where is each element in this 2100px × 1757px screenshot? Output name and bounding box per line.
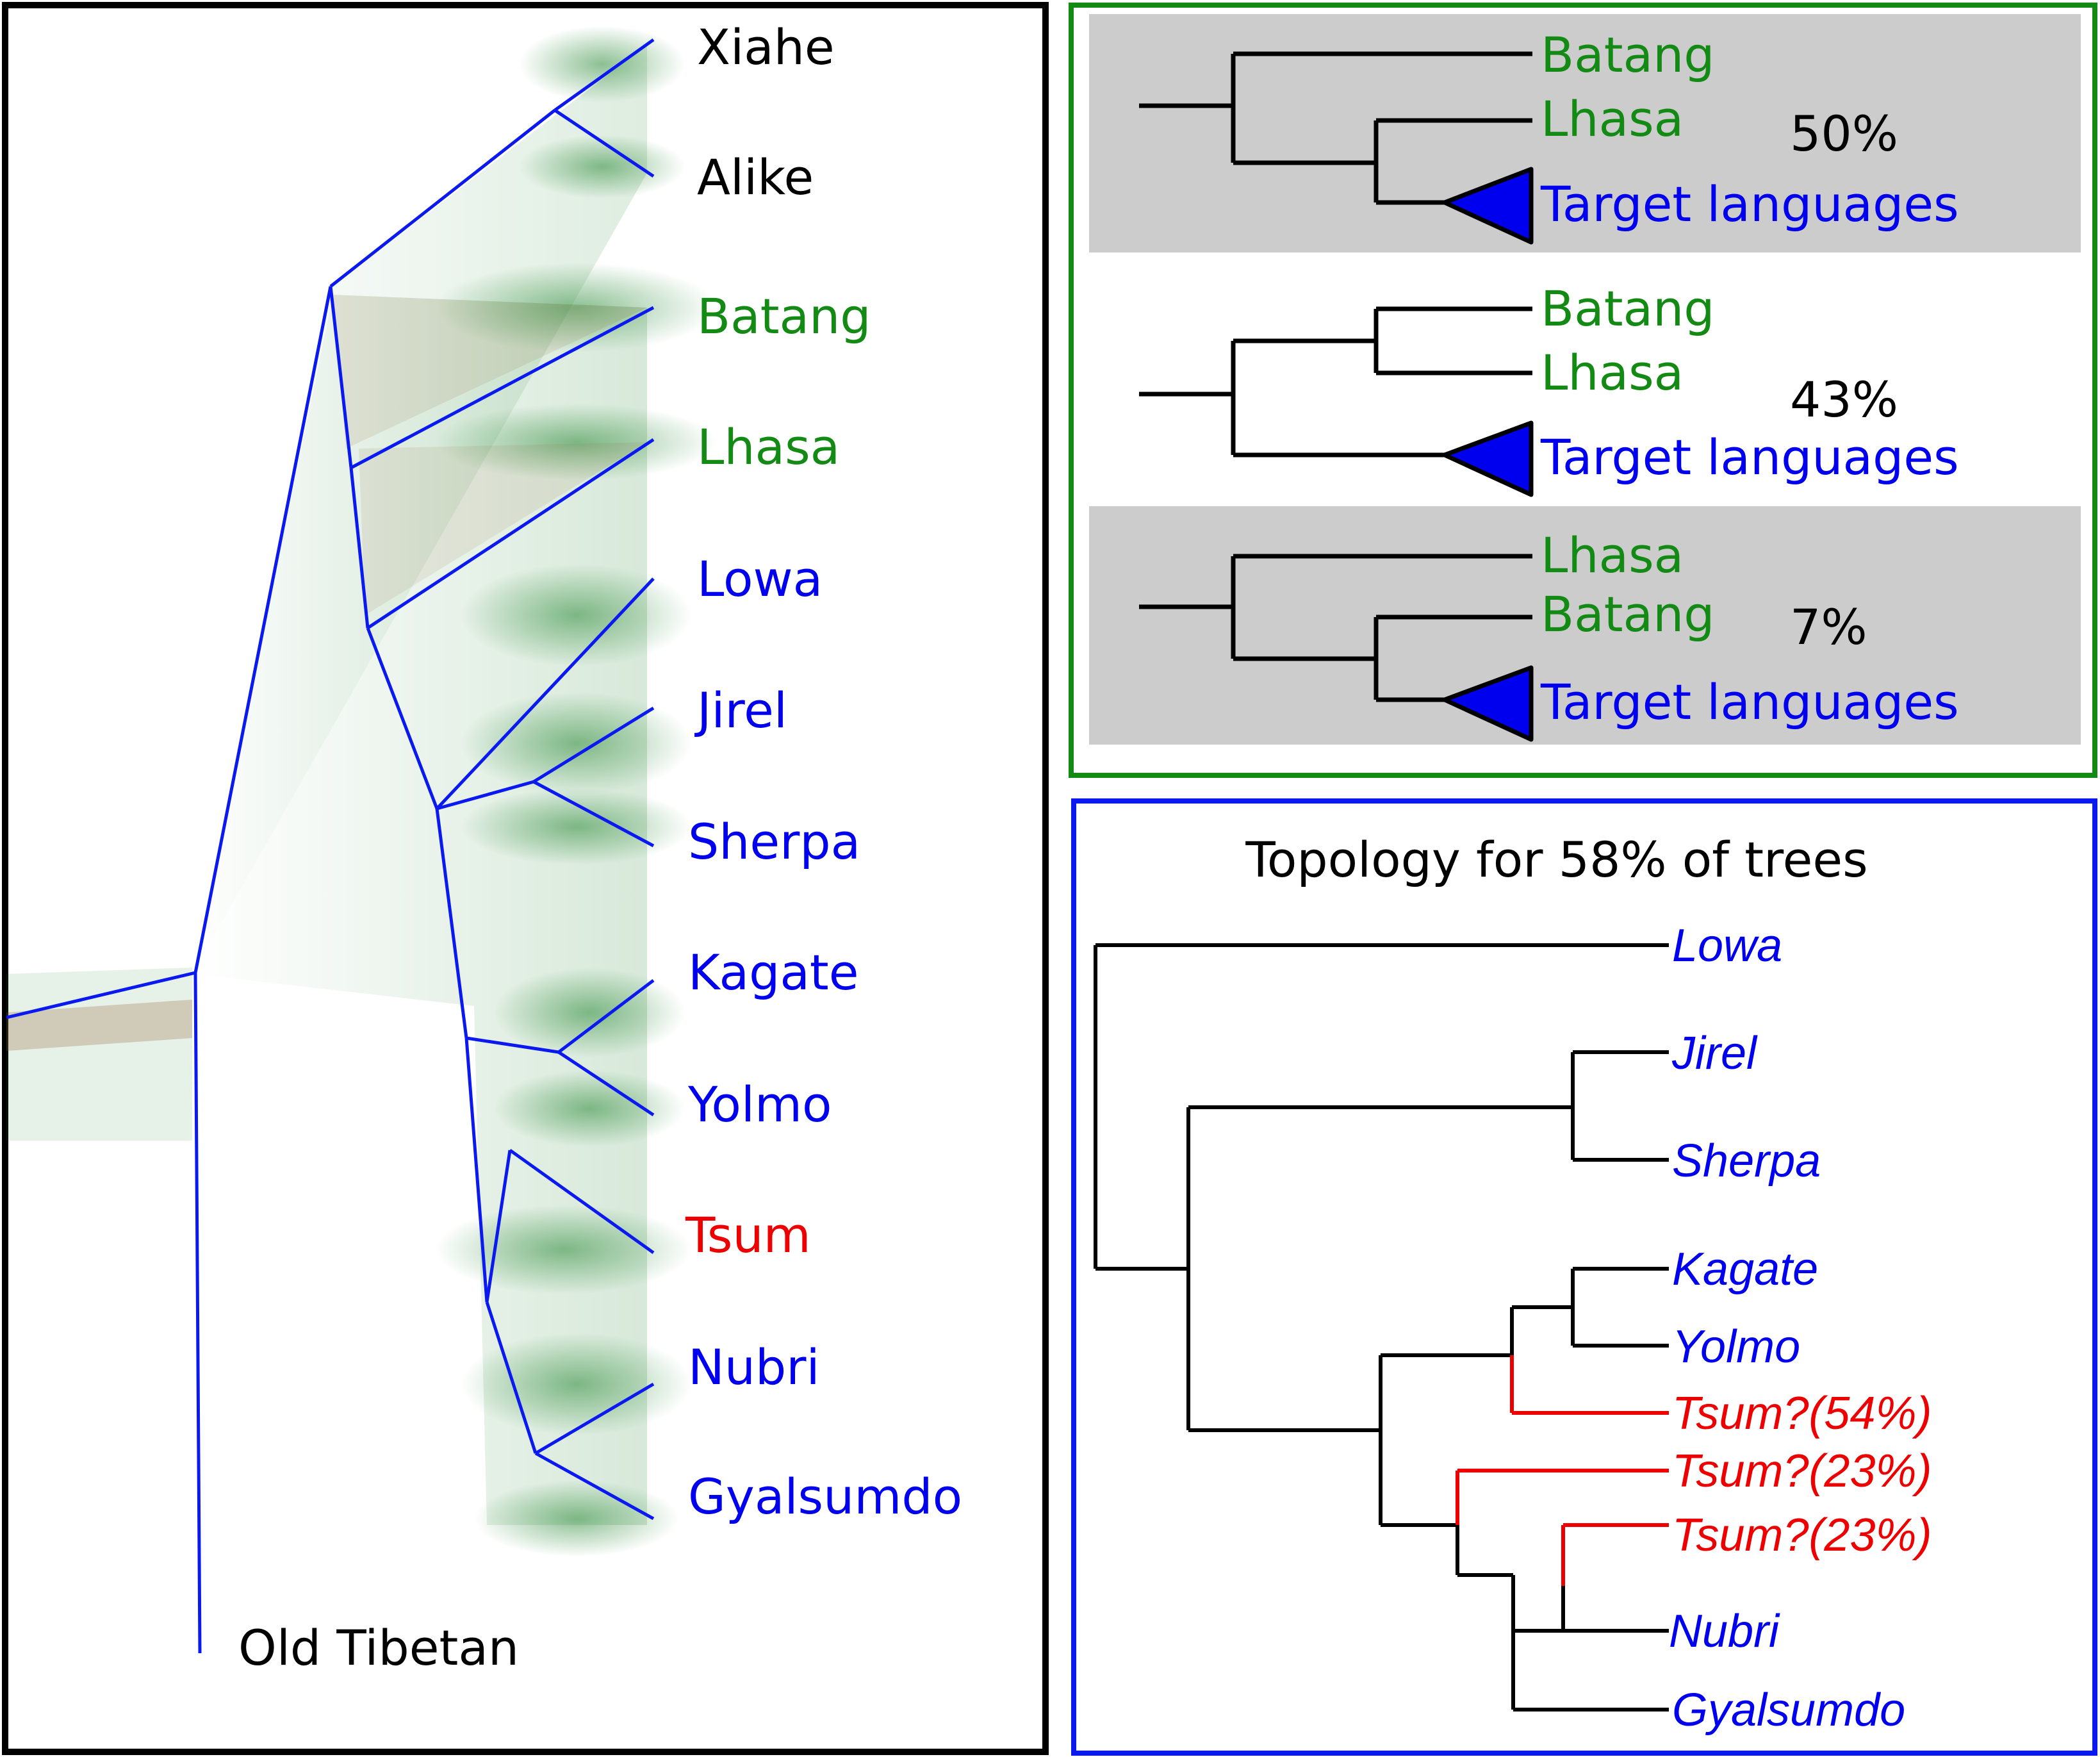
topology-1: Batang Lhasa Target languages 50% [1089,14,2081,252]
topology-3-clade-triangle [1442,665,1534,742]
leaf-label-nubri: Nubri [688,1339,820,1396]
leaf-label-jirel: Jirel [694,682,787,739]
majority-leaf-tsum-23-a: Tsum?(23%) [1672,1446,1932,1497]
tsum-placement-edges [1456,1355,1669,1586]
leaf-label-lhasa: Lhasa [697,418,840,475]
leaf-label-gyalsumdo: Gyalsumdo [688,1468,962,1525]
leaf-label-lowa: Lowa [697,550,823,607]
topology-2-percent: 43% [1790,371,1898,428]
topology-1-lower-leaf: Lhasa [1541,90,1684,147]
root-label-old-tibetan: Old Tibetan [238,1619,519,1676]
majority-leaf-lowa: Lowa [1672,920,1782,971]
majority-tree-edges [1094,943,1669,1712]
topology-3-percent: 7% [1790,598,1867,656]
topology-3-lower-leaf: Batang [1541,586,1715,643]
topology-1-clade-triangle [1442,167,1534,245]
green-panel-alternative-topologies: Batang Lhasa Target languages 50% Batang… [1069,3,2097,778]
majority-leaf-labels: Lowa Jirel Sherpa Kagate Yolmo Tsum?(54%… [1669,920,1932,1736]
topology-2: Batang Lhasa Target languages 43% [1139,280,1959,497]
left-panel-consensus-tree: Xiahe Alike Batang Lhasa Lowa Jirel Sher… [2,2,1049,1755]
topology-1-clade-label: Target languages [1540,176,1959,233]
topology-3-upper-leaf: Lhasa [1541,527,1684,584]
topology-3-clade-label: Target languages [1540,673,1959,730]
majority-leaf-sherpa: Sherpa [1672,1135,1821,1187]
topology-2-upper-leaf: Batang [1541,280,1715,337]
topology-2-lower-leaf: Lhasa [1541,344,1684,401]
topology-1-upper-leaf: Batang [1541,26,1715,83]
blue-panel-majority-topology: Topology for 58% of trees [1071,798,2097,1756]
blue-panel-frame [1071,798,2097,1756]
leaf-label-alike: Alike [697,149,814,206]
blue-panel-title: Topology for 58% of trees [1245,831,1867,888]
majority-leaf-gyalsumdo: Gyalsumdo [1672,1685,1905,1736]
majority-leaf-jirel: Jirel [1671,1028,1758,1079]
leaf-label-tsum: Tsum [685,1207,811,1264]
majority-leaf-tsum-54: Tsum?(54%) [1672,1388,1932,1439]
leaf-label-sherpa: Sherpa [688,813,860,870]
majority-leaf-kagate: Kagate [1672,1244,1818,1295]
topology-2-clade-label: Target languages [1540,429,1959,486]
majority-leaf-yolmo: Yolmo [1672,1321,1800,1373]
leaf-label-xiahe: Xiahe [697,19,835,76]
majority-leaf-nubri: Nubri [1669,1606,1780,1657]
topology-3-band [1089,506,2081,745]
topology-3: Lhasa Batang Target languages 7% [1089,506,2081,745]
majority-leaf-tsum-23-b: Tsum?(23%) [1672,1510,1932,1561]
tree-density-cloud [6,26,718,1557]
consensus-tree-edges [6,38,655,1654]
topology-1-percent: 50% [1790,105,1898,162]
topology-2-clade-triangle [1442,420,1534,497]
left-leaf-labels: Xiahe Alike Batang Lhasa Lowa Jirel Sher… [238,19,962,1676]
leaf-label-batang: Batang [697,288,871,345]
leaf-label-yolmo: Yolmo [687,1076,832,1133]
leaf-label-kagate: Kagate [688,944,858,1001]
